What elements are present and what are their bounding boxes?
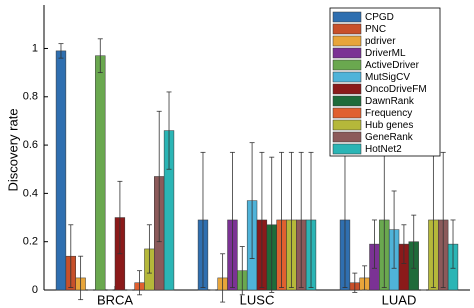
y-tick-label: 0.8 [23, 91, 38, 103]
legend-swatch [332, 71, 362, 83]
x-tick-label: LUAD [382, 292, 417, 307]
legend-swatch [332, 23, 362, 35]
legend-swatch [332, 95, 362, 107]
error-bar [166, 91, 172, 170]
legend-swatch [332, 83, 362, 95]
error-bar [279, 151, 285, 288]
legend-label: GeneRank [365, 132, 414, 143]
legend-label: CPGD [365, 12, 394, 23]
error-bar [137, 270, 143, 296]
error-bar [440, 151, 446, 288]
legend-swatch [332, 143, 362, 155]
legend-label: DriverML [365, 48, 406, 59]
bar [95, 55, 106, 291]
x-tick-label: LUSC [240, 292, 275, 307]
error-bar [229, 151, 235, 288]
legend-label: Frequency [365, 108, 412, 119]
legend-label: Hub genes [365, 120, 413, 131]
error-bar [371, 219, 377, 269]
bar [55, 50, 67, 291]
error-bar [362, 265, 368, 291]
error-bar [249, 142, 255, 260]
x-tick-label: BRCA [97, 292, 133, 307]
error-bar [68, 224, 74, 288]
error-bar [156, 110, 162, 243]
error-bar [450, 219, 456, 269]
legend-label: MutSigCV [365, 72, 410, 83]
legend-label: PNC [365, 24, 386, 35]
y-axis-label: Discovery rate [5, 108, 20, 191]
error-bar [117, 180, 123, 255]
legend-swatch [332, 59, 362, 71]
error-bar [352, 272, 358, 293]
y-tick-label: 0.2 [23, 236, 38, 248]
legend-swatch [332, 11, 362, 23]
legend-swatch [332, 35, 362, 47]
error-bar [146, 224, 152, 274]
error-bar [259, 151, 265, 288]
error-bar [58, 43, 64, 59]
legend-label: ActiveDriver [365, 60, 420, 71]
error-bar [239, 246, 245, 296]
error-bar [97, 38, 103, 74]
error-bar [200, 151, 206, 288]
legend-swatch [332, 47, 362, 59]
legend-label: DawnRank [365, 96, 415, 107]
legend-label: HotNet2 [365, 144, 402, 155]
legend-label: OncoDriveFM [365, 84, 427, 95]
error-bar [411, 214, 417, 269]
y-tick-label: 0.6 [23, 139, 38, 151]
error-bar [308, 151, 314, 288]
error-bar [78, 255, 84, 301]
error-bar [401, 224, 407, 264]
y-tick-label: 0.4 [23, 187, 38, 199]
error-bar [269, 156, 275, 293]
legend-label: pdriver [365, 36, 396, 47]
legend-swatch [332, 131, 362, 143]
error-bar [220, 253, 226, 303]
legend-swatch [332, 119, 362, 131]
error-bar [391, 190, 397, 269]
y-tick-label: 0 [32, 284, 38, 296]
legend-swatch [332, 107, 362, 119]
error-bar [288, 151, 294, 288]
error-bar [298, 151, 304, 288]
y-tick-label: 1 [32, 42, 38, 54]
